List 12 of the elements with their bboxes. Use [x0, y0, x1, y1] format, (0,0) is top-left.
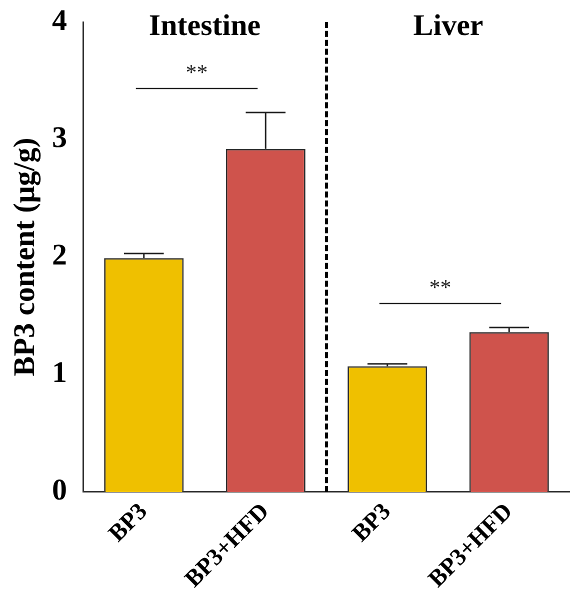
- annotation: **: [429, 274, 452, 300]
- y-tick-label: 2: [52, 238, 67, 272]
- y-tick-label: 3: [52, 121, 67, 154]
- y-tick-label: 4: [52, 4, 67, 37]
- x-tick-label: BP3: [104, 498, 153, 547]
- annotation: **: [186, 59, 208, 84]
- y-tick-label: 1: [52, 356, 67, 390]
- y-tick-label: 0: [52, 474, 67, 507]
- x-tick-label: BP3: [347, 498, 396, 547]
- annotation: Liver: [413, 8, 484, 42]
- annotation: Intestine: [148, 8, 261, 42]
- y-axis-title: BP3 content (μg/g): [8, 138, 41, 376]
